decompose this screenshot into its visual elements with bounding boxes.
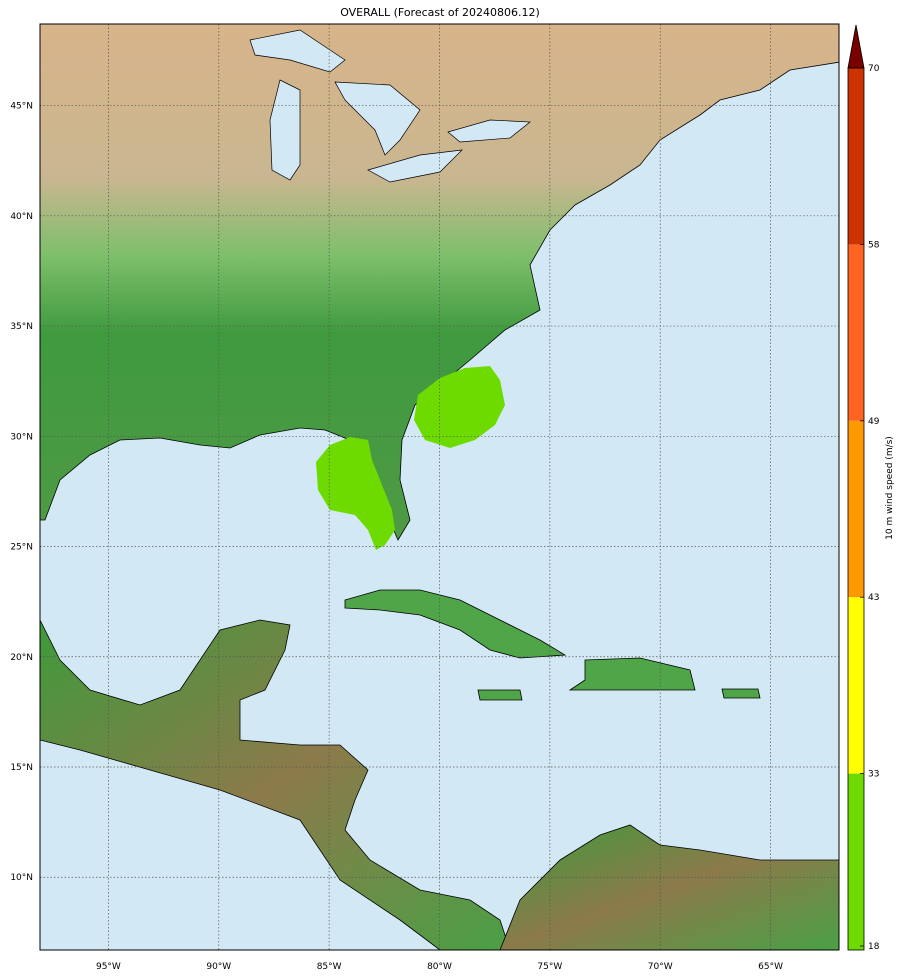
jamaica: [477, 689, 523, 701]
wind-swath-atlantic: [414, 366, 505, 448]
central-america-land: [40, 619, 511, 950]
colorbar-extend-arrow: [847, 24, 865, 69]
lon-tick-label: 90°W: [206, 962, 231, 972]
colorbar-tick-label: 18: [868, 942, 880, 952]
lat-tick-label: 10°N: [10, 873, 33, 883]
puerto-rico: [721, 688, 761, 699]
colorbar-tick-label: 49: [868, 417, 880, 427]
lat-tick-label: 30°N: [10, 432, 33, 442]
colorbar-tick-label: 43: [868, 593, 879, 603]
map-title: OVERALL (Forecast of 20240806.12): [340, 6, 540, 19]
gridlines: [40, 24, 839, 950]
lat-tick-label: 40°N: [10, 212, 33, 222]
colorbar-segment: [848, 773, 864, 950]
axis-ticks: 95°W 90°W 85°W 80°W 75°W 70°W 65°W 45°N 40°N 35°N…: [10, 102, 783, 972]
lake-erie: [367, 149, 463, 183]
lon-tick-label: 75°W: [537, 962, 562, 972]
lat-tick-label: 25°N: [10, 543, 33, 553]
lake-huron: [334, 81, 421, 156]
colorbar-tick-label: 33: [868, 770, 879, 780]
map-frame: [39, 23, 840, 951]
north-america-land: [40, 24, 839, 541]
cuba: [344, 589, 567, 659]
lake-michigan: [269, 79, 301, 181]
colorbar-segment: [848, 244, 864, 421]
colorbar-tick-label: 58: [868, 240, 880, 250]
lon-tick-label: 65°W: [758, 962, 783, 972]
lon-tick-label: 70°W: [648, 962, 673, 972]
hispaniola: [568, 657, 696, 691]
colorbar-segment: [848, 597, 864, 774]
wind-swath-gulf: [316, 437, 395, 550]
lat-tick-label: 15°N: [10, 763, 33, 773]
lake-superior: [249, 29, 346, 73]
lat-tick-label: 20°N: [10, 653, 33, 663]
south-america-land: [499, 824, 839, 950]
lon-tick-label: 95°W: [96, 962, 121, 972]
colorbar-segment: [848, 68, 864, 245]
colorbar-label: 10 m wind speed (m/s): [885, 436, 895, 540]
lon-tick-label: 85°W: [317, 962, 342, 972]
colorbar: 18 33 43 49 58 70: [847, 24, 880, 952]
lake-ontario: [447, 119, 531, 143]
lat-tick-label: 35°N: [10, 322, 33, 332]
colorbar-tick-label: 70: [868, 64, 880, 74]
lon-tick-label: 80°W: [427, 962, 452, 972]
colorbar-frame: [847, 67, 865, 951]
colorbar-segment: [848, 420, 864, 598]
lat-tick-label: 45°N: [10, 102, 33, 112]
